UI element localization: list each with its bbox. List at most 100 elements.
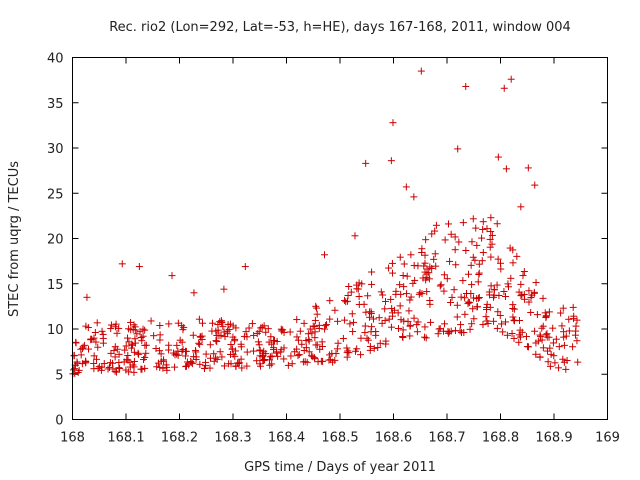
data-point: [413, 321, 421, 329]
data-point: [183, 358, 191, 366]
data-point: [389, 119, 397, 127]
data-point: [428, 264, 436, 272]
data-point: [182, 363, 190, 371]
data-point: [130, 368, 138, 376]
data-point: [459, 277, 467, 285]
data-point: [220, 328, 228, 336]
data-point: [265, 356, 273, 364]
data-point: [517, 280, 525, 288]
data-point: [192, 355, 200, 363]
data-point: [305, 348, 313, 356]
data-point: [313, 310, 321, 318]
data-point: [195, 315, 203, 323]
data-point: [389, 312, 397, 320]
data-points: [69, 67, 582, 378]
data-point: [301, 358, 309, 366]
data-point: [434, 330, 442, 338]
data-point: [130, 357, 138, 365]
data-point: [113, 329, 121, 337]
data-point: [220, 362, 228, 370]
data-point: [478, 257, 486, 265]
data-point: [410, 314, 418, 322]
data-point: [396, 302, 404, 310]
data-point: [368, 280, 376, 288]
data-point: [296, 327, 304, 335]
y-tick-label: 15: [47, 278, 64, 293]
data-point: [206, 341, 214, 349]
data-point: [178, 338, 186, 346]
data-point: [173, 350, 181, 358]
data-point: [471, 256, 479, 264]
data-point: [185, 361, 193, 369]
data-point: [341, 296, 349, 304]
data-point: [374, 344, 382, 352]
data-point: [527, 294, 535, 302]
data-point: [229, 333, 237, 341]
data-point: [381, 305, 389, 313]
data-point: [245, 324, 253, 332]
data-point: [155, 347, 163, 355]
data-point: [242, 328, 250, 336]
data-point: [569, 303, 577, 311]
data-point: [253, 330, 261, 338]
data-point: [90, 334, 98, 342]
data-point: [508, 329, 516, 337]
data-point: [171, 351, 179, 359]
data-point: [286, 328, 294, 336]
data-point: [173, 341, 181, 349]
data-point: [435, 325, 443, 333]
data-point: [466, 299, 474, 307]
data-point: [555, 364, 563, 372]
data-point: [385, 315, 393, 323]
data-point: [227, 341, 235, 349]
data-point: [397, 316, 405, 324]
data-point: [237, 340, 245, 348]
data-point: [200, 364, 208, 372]
data-point: [370, 344, 378, 352]
data-point: [362, 159, 370, 167]
data-point: [539, 294, 547, 302]
data-point: [466, 325, 474, 333]
data-point: [411, 276, 419, 284]
data-point: [446, 257, 454, 265]
data-point: [468, 320, 476, 328]
data-point: [436, 282, 444, 290]
data-point: [339, 334, 347, 342]
data-point: [510, 316, 518, 324]
data-point: [240, 332, 248, 340]
data-point: [509, 313, 517, 321]
data-point: [87, 336, 95, 344]
data-point: [545, 308, 553, 316]
data-point: [156, 321, 164, 329]
chart-title: Rec. rio2 (Lon=292, Lat=-53, h=HE), days…: [109, 20, 571, 35]
data-point: [457, 293, 465, 301]
data-point: [248, 320, 256, 328]
x-tick-label: 169: [595, 431, 620, 446]
data-point: [366, 308, 374, 316]
data-point: [400, 283, 408, 291]
data-point: [486, 243, 494, 251]
data-point: [90, 365, 98, 373]
x-tick-label: 168.2: [161, 431, 198, 446]
data-point: [334, 317, 342, 325]
data-point: [440, 327, 448, 335]
data-point: [483, 300, 491, 308]
data-point: [306, 325, 314, 333]
data-point: [159, 364, 167, 372]
data-point: [440, 287, 448, 295]
y-tick-label: 40: [47, 52, 64, 67]
data-point: [524, 343, 532, 351]
data-point: [431, 250, 439, 258]
data-point: [127, 344, 135, 352]
data-point: [469, 305, 477, 313]
data-point: [302, 337, 310, 345]
data-point: [266, 353, 274, 361]
data-point: [107, 321, 115, 329]
data-point: [307, 352, 315, 360]
data-point: [113, 368, 121, 376]
data-point: [488, 231, 496, 239]
data-point: [131, 335, 139, 343]
data-point: [483, 305, 491, 313]
data-point: [574, 358, 582, 366]
